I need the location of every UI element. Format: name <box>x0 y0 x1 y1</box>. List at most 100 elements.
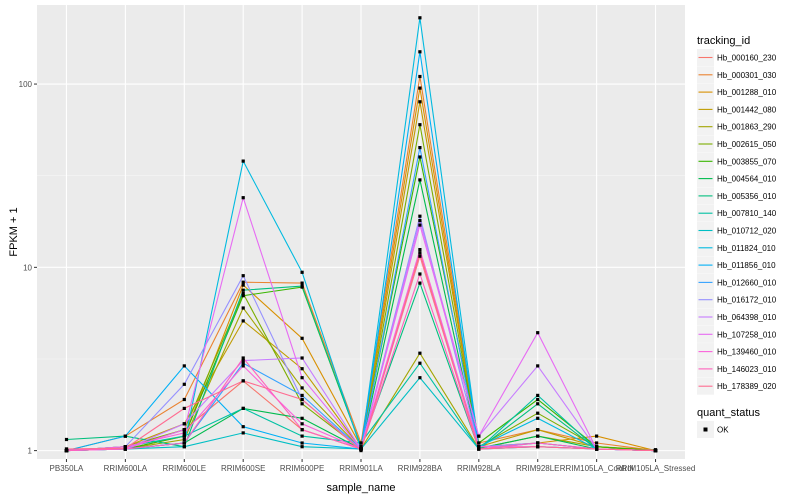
data-point <box>418 155 422 159</box>
data-point <box>241 306 245 310</box>
data-point <box>536 445 540 449</box>
data-point <box>123 434 127 438</box>
x-tick-label: RRIM901LA <box>339 464 383 473</box>
data-point <box>300 393 304 397</box>
legend-label: Hb_178389_020 <box>717 382 777 391</box>
data-point <box>182 422 186 426</box>
legend-label: Hb_001442_080 <box>717 105 777 114</box>
data-point <box>241 319 245 323</box>
data-point <box>418 361 422 365</box>
data-point <box>300 376 304 380</box>
data-point <box>300 445 304 449</box>
data-point <box>653 449 658 453</box>
point-legend-title: quant_status <box>697 407 760 419</box>
data-point <box>241 361 245 365</box>
data-point <box>300 428 304 432</box>
legend-label: Hb_000160_230 <box>717 54 777 63</box>
data-point <box>182 382 186 386</box>
legend-label: Hb_007810_140 <box>717 209 777 218</box>
legend: tracking_id Hb_000160_230 Hb_000301_030 Hb… <box>697 35 777 438</box>
data-point <box>536 441 540 445</box>
data-point <box>595 447 599 451</box>
data-point <box>182 397 186 402</box>
legend-label: Hb_011824_010 <box>717 244 776 253</box>
data-point <box>477 445 481 449</box>
data-point <box>418 251 422 255</box>
data-point <box>241 283 245 287</box>
data-point <box>241 356 245 360</box>
data-point <box>359 449 363 453</box>
data-point <box>300 336 304 340</box>
data-point <box>241 294 245 298</box>
data-point <box>418 272 422 276</box>
data-point <box>418 214 422 218</box>
data-point <box>241 359 245 363</box>
data-point <box>300 422 304 426</box>
data-point <box>418 254 422 258</box>
data-point <box>182 434 186 438</box>
data-point <box>300 434 304 438</box>
x-axis-title: sample_name <box>326 482 395 494</box>
data-point <box>182 445 186 449</box>
x-tick-label: RRIM600PE <box>280 464 324 473</box>
data-point <box>477 447 481 451</box>
data-point <box>241 196 245 200</box>
y-axis: 1 10 100 <box>19 80 37 456</box>
data-point <box>536 393 540 397</box>
data-point <box>418 16 422 20</box>
point-legend-marker <box>703 427 708 432</box>
legend-label: Hb_002615_050 <box>717 140 777 149</box>
legend-label: Hb_010712_020 <box>717 227 777 236</box>
data-points <box>64 16 658 453</box>
data-point <box>418 376 422 380</box>
data-point <box>300 356 304 360</box>
x-tick-label: RRIM600LE <box>162 464 206 473</box>
data-point <box>182 437 186 442</box>
data-point <box>300 402 304 406</box>
data-point <box>359 445 363 449</box>
data-point <box>418 100 422 104</box>
data-point <box>241 280 245 284</box>
data-point <box>123 446 127 450</box>
legend-label: Hb_064398_010 <box>717 313 777 322</box>
data-point <box>300 397 304 402</box>
legend-label: Hb_005356_010 <box>717 192 777 201</box>
data-point <box>536 402 540 406</box>
data-point <box>64 447 69 451</box>
data-point <box>241 159 245 163</box>
data-point <box>241 274 245 278</box>
legend-title: tracking_id <box>697 35 750 47</box>
x-tick-label: RRIM928LE <box>516 464 560 473</box>
data-point <box>536 428 540 432</box>
data-point <box>241 425 245 429</box>
data-point <box>300 270 304 274</box>
data-point <box>536 331 540 335</box>
y-axis-title: FPKM + 1 <box>8 207 20 256</box>
legend-label: Hb_003855_070 <box>717 157 777 166</box>
point-legend-label: OK <box>717 426 729 435</box>
legend-label: Hb_000301_030 <box>717 71 777 80</box>
data-point <box>64 437 69 442</box>
data-point <box>300 284 304 288</box>
data-point <box>300 441 304 445</box>
data-point <box>477 434 481 438</box>
x-tick-label: RRIM105LA_Stressed <box>616 464 696 473</box>
data-point <box>418 50 422 54</box>
legend-label: Hb_001863_290 <box>717 123 777 132</box>
data-point <box>418 351 422 355</box>
y-tick-label: 1 <box>28 447 33 456</box>
y-tick-label: 10 <box>23 263 32 272</box>
x-tick-label: RRIM928LA <box>457 464 501 473</box>
data-point <box>182 406 186 410</box>
data-point <box>418 223 422 227</box>
data-point <box>418 219 422 223</box>
data-point <box>300 281 304 285</box>
data-point <box>182 364 186 368</box>
data-point <box>536 416 540 420</box>
data-point <box>241 379 245 383</box>
data-point <box>182 431 186 435</box>
x-axis: PB350LA RRIM600LA RRIM600LE RRIM600SE RRIM60… <box>50 459 696 473</box>
data-point <box>241 364 245 368</box>
legend-label: Hb_012660_010 <box>717 278 777 287</box>
